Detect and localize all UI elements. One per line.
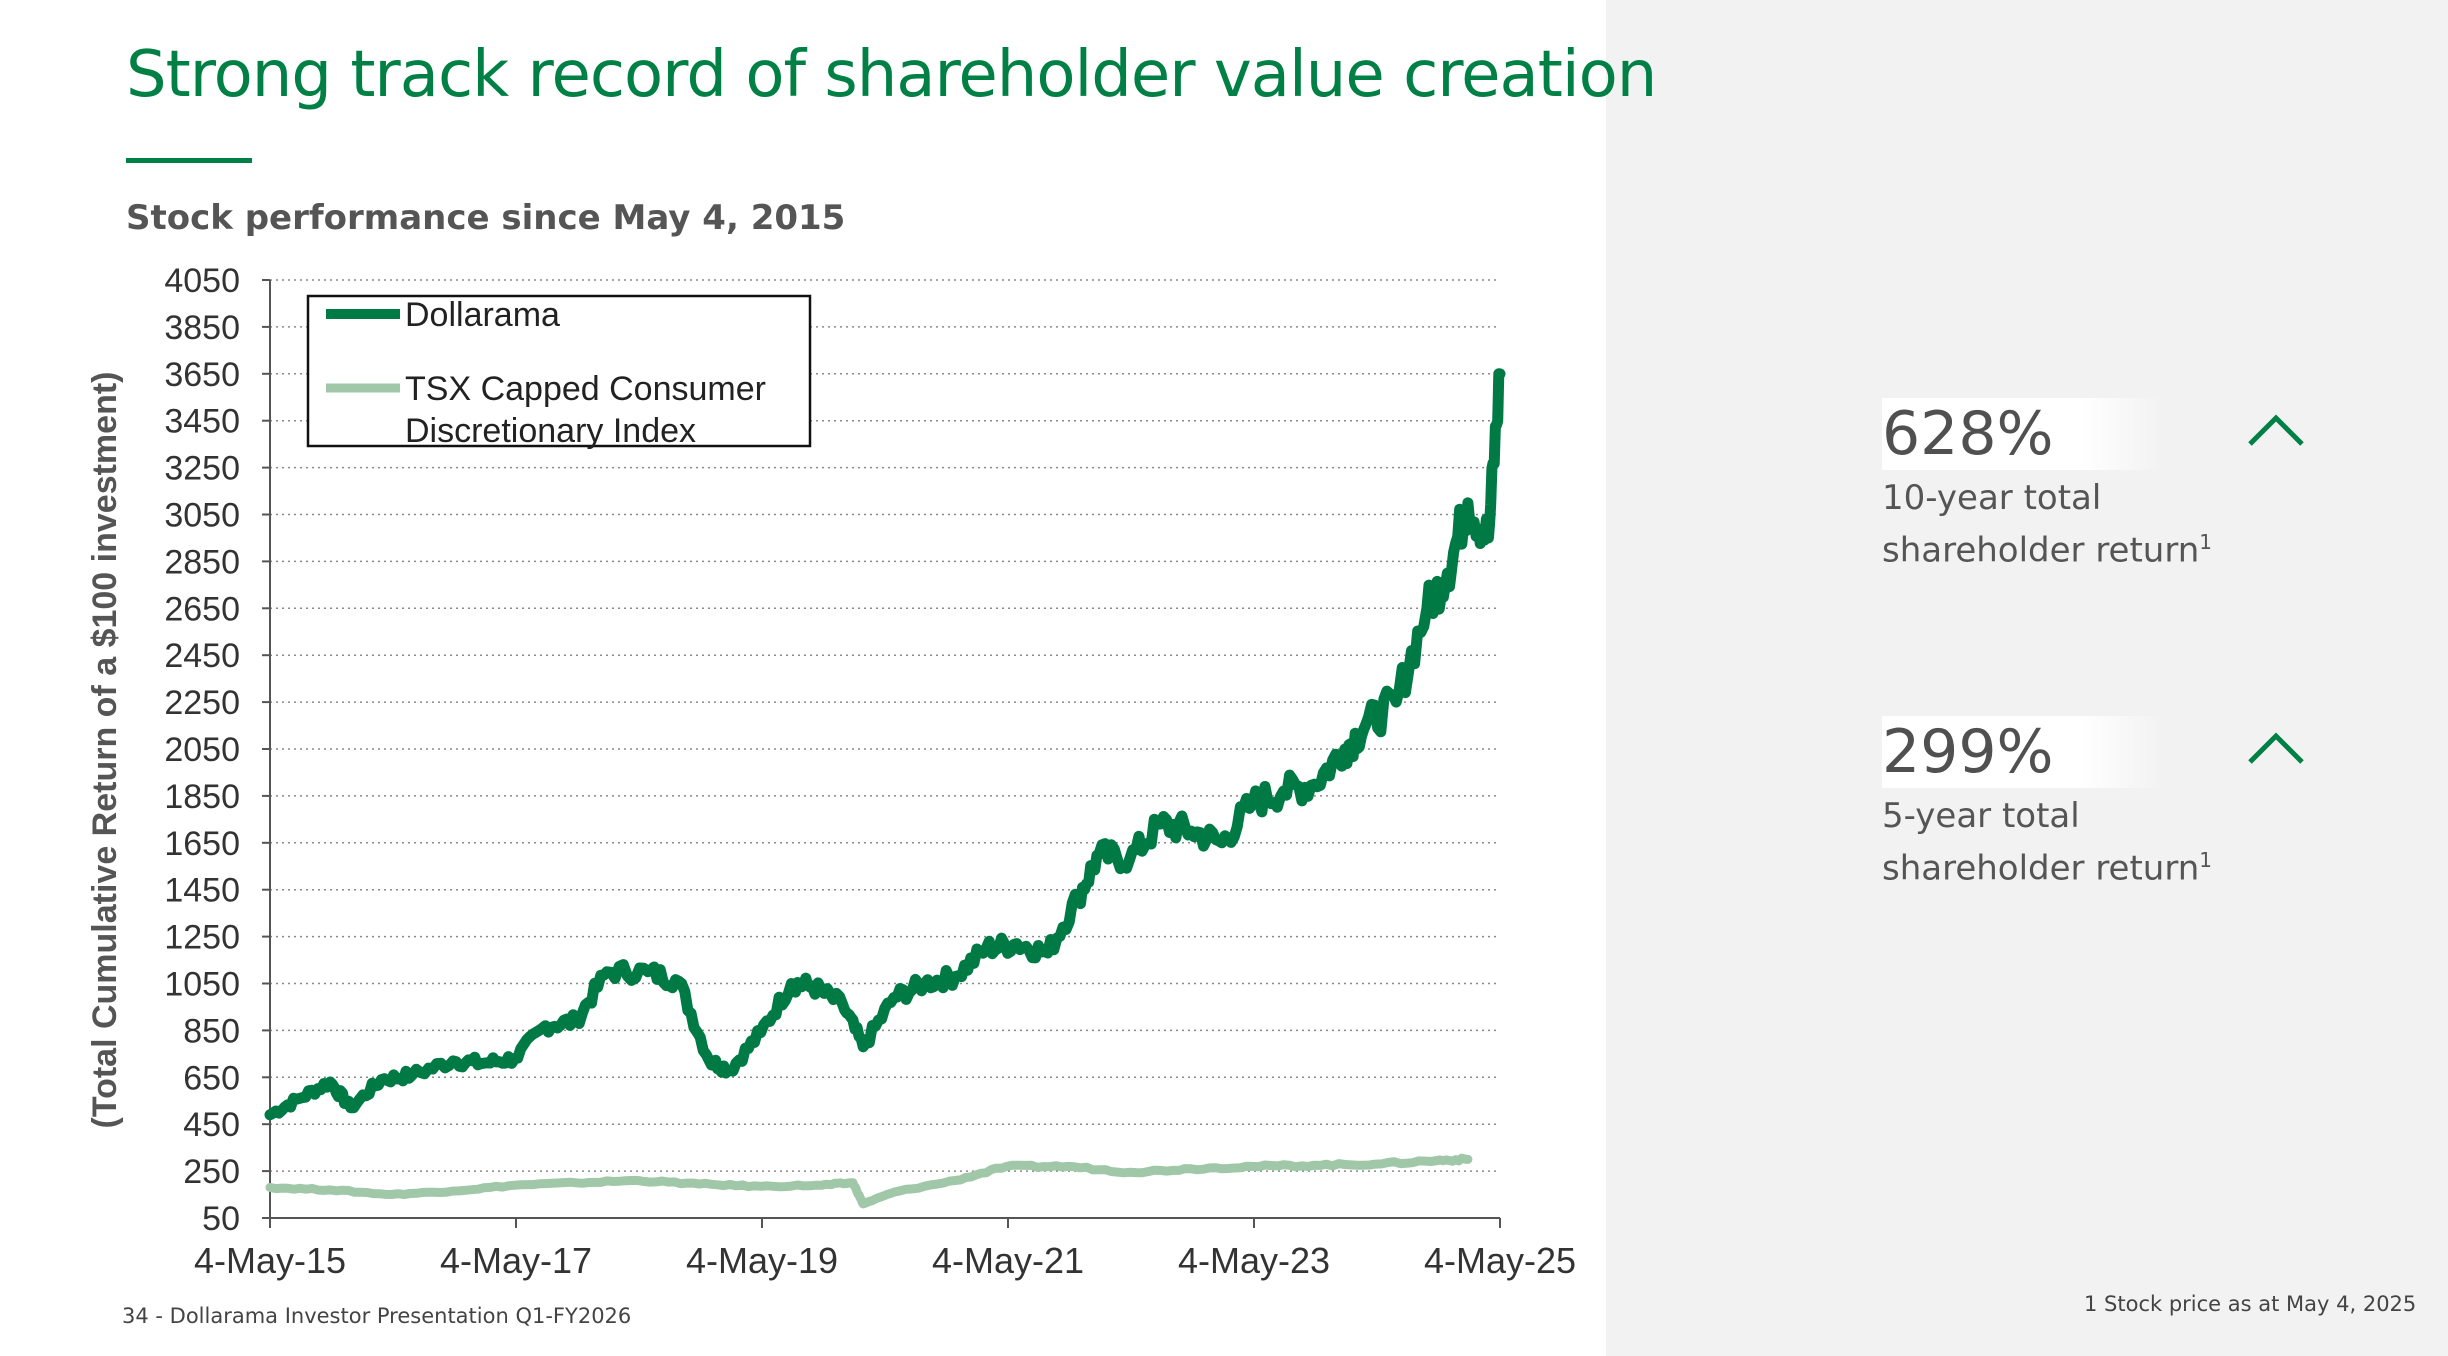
y-tick-label: 3650 [164,356,240,394]
y-tick-label: 1050 [164,966,240,1004]
stat-label-10-year-line1: 10-year total [1882,478,2102,518]
y-tick-label: 3050 [164,497,240,535]
x-tick-label: 4-May-19 [686,1240,838,1281]
stat-label-5-year: 5-year total shareholder return1 [1882,794,2342,890]
chart-subtitle: Stock performance since May 4, 2015 [126,198,846,238]
stat-card-10-year: 628% 10-year total shareholder return1 [1882,398,2342,572]
y-tick-label: 1250 [164,919,240,957]
y-tick-label: 850 [183,1012,240,1050]
page-title: Strong track record of shareholder value… [126,38,1657,112]
footer-page-info: 34 - Dollarama Investor Presentation Q1-… [122,1304,632,1328]
y-tick-label: 2850 [164,543,240,581]
stock-performance-chart: 4050 3850 3650 3450 3250 3050 2850 2650 2450 2250… [86,262,1576,1281]
stat-value-10-year: 628% [1882,398,2164,470]
x-tick-label: 4-May-17 [440,1240,592,1281]
legend-label-tsx-index: TSX Capped Consumer Discretionary Index [405,370,766,450]
y-tick-label: 2250 [164,684,240,722]
legend-label-dollarama: Dollarama [405,296,560,334]
y-tick-label: 2050 [164,731,240,769]
stat-value-5-year: 299% [1882,716,2164,788]
footer-footnote: 1 Stock price as at May 4, 2025 [2084,1292,2417,1316]
y-tick-label: 3850 [164,309,240,347]
y-tick-label: 2450 [164,637,240,675]
footnote-marker: 1 [2199,848,2213,872]
y-tick-label: 1450 [164,872,240,910]
x-tick-label: 4-May-23 [1178,1240,1330,1281]
y-tick-label: 650 [183,1059,240,1097]
y-tick-label: 4050 [164,262,240,300]
y-tick-label: 3250 [164,450,240,488]
x-tick-label: 4-May-15 [194,1240,346,1281]
y-axis-title: (Total Cumulative Return of a $100 inves… [86,372,124,1129]
chevron-up-icon [2248,414,2304,446]
series-line-dollarama [264,368,1506,1121]
series-line-tsx-index [265,1153,1473,1209]
stat-label-10-year: 10-year total shareholder return1 [1882,476,2342,572]
legend-box [306,294,812,448]
footnote-marker: 1 [2199,530,2213,554]
y-tick-label: 50 [202,1200,240,1238]
x-tick-label: 4-May-25 [1424,1240,1576,1281]
y-tick-label: 1650 [164,825,240,863]
title-underline [126,158,252,163]
y-tick-label: 3450 [164,403,240,441]
stat-label-10-year-line2: shareholder return [1882,530,2200,571]
y-tick-label: 250 [183,1153,240,1191]
right-panel [1606,0,2448,1356]
y-tick-label: 2650 [164,590,240,628]
y-tick-label: 450 [183,1106,240,1144]
stat-card-5-year: 299% 5-year total shareholder return1 [1882,716,2342,890]
x-tick-label: 4-May-21 [932,1240,1084,1281]
stat-label-5-year-line2: shareholder return [1882,848,2200,889]
y-tick-label: 1850 [164,778,240,816]
left-panel [0,0,1606,1356]
stat-label-5-year-line1: 5-year total [1882,796,2080,836]
chevron-up-icon [2248,732,2304,764]
